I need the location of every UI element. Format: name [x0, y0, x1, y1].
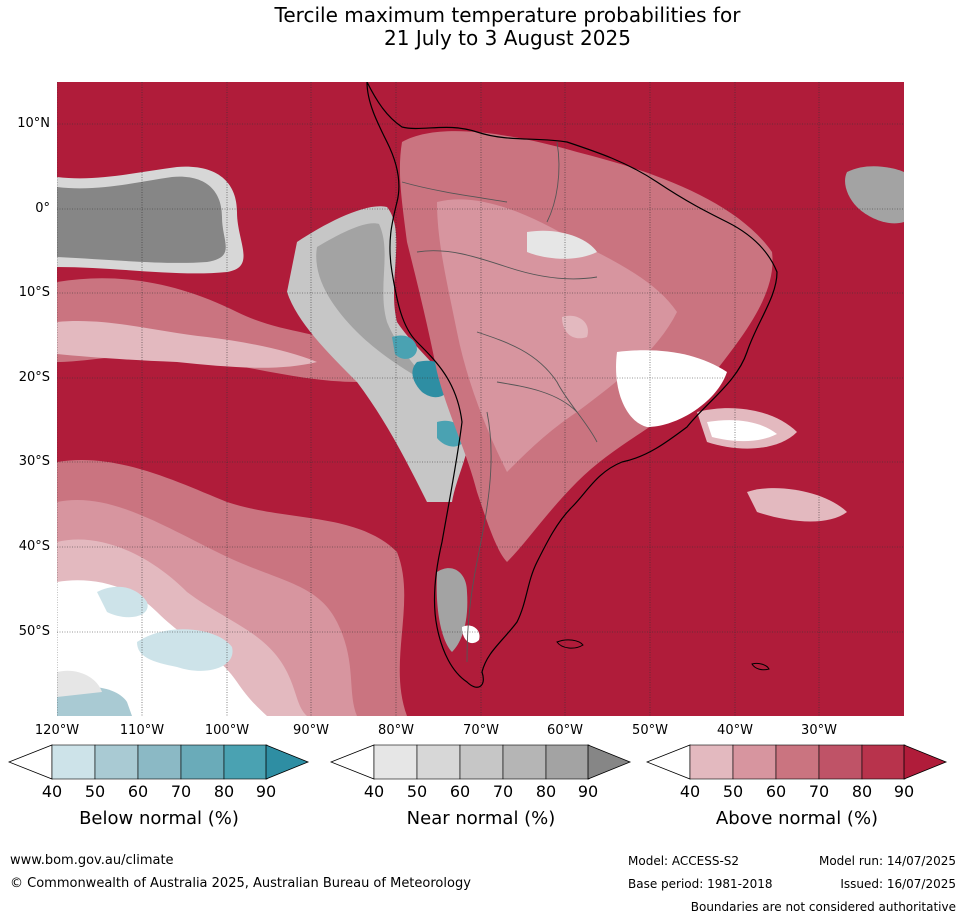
near-tick-50: 50: [406, 782, 428, 801]
lon-label-30w: 30°W: [801, 723, 837, 738]
above-tick-40: 40: [679, 782, 701, 801]
graticule: [57, 82, 904, 716]
above-tick-80: 80: [851, 782, 873, 801]
colorbar-above-segment-40: [689, 744, 734, 780]
lon-label-60w: 60°W: [547, 723, 583, 738]
colorbar-near-low-arrow: [330, 744, 375, 780]
country-borders: [401, 141, 598, 663]
colorbar-above-segment-60: [775, 744, 820, 780]
near-tick-60: 60: [449, 782, 471, 801]
colorbar-near-segment-40: [373, 744, 418, 780]
below-tick-50: 50: [84, 782, 106, 801]
lon-label-50w: 50°W: [632, 723, 668, 738]
colorbar-below-segment-80: [223, 744, 268, 780]
region-below-40-a: [97, 586, 148, 618]
lon-label-100w: 100°W: [204, 723, 250, 738]
region-above-50-center: [562, 315, 588, 339]
region-above-50-pacific: [57, 320, 317, 368]
region-near-90-equator: [57, 176, 226, 263]
lat-label-40s: 40°S: [18, 539, 50, 554]
above-normal-title: Above normal (%): [715, 808, 879, 829]
near-tick-80: 80: [535, 782, 557, 801]
probability-map: [57, 82, 904, 716]
lat-label-0: 0°: [35, 201, 50, 216]
lat-label-10s: 10°S: [18, 285, 50, 300]
boundaries-disclaimer: Boundaries are not considered authoritat…: [690, 900, 956, 914]
colorbar-above-low-arrow: [646, 744, 691, 780]
near-tick-90: 90: [577, 782, 599, 801]
falkland-islands: [556, 639, 584, 649]
below-tick-70: 70: [170, 782, 192, 801]
colorbar-above: [646, 744, 948, 780]
colorbar-above-segment-70: [818, 744, 863, 780]
model-name: Model: ACCESS-S2: [628, 854, 740, 868]
lon-label-90w: 90°W: [293, 723, 329, 738]
colorbar-below: [8, 744, 310, 780]
above-tick-90: 90: [893, 782, 915, 801]
lon-label-70w: 70°W: [463, 723, 499, 738]
colorbar-below-segment-70: [180, 744, 225, 780]
colorbar-above-high-arrow: [903, 744, 948, 780]
colorbar-near-segment-70: [502, 744, 547, 780]
above-tick-60: 60: [765, 782, 787, 801]
title-line-1: Tercile maximum temperature probabilitie…: [274, 3, 741, 27]
region-below-80-a: [392, 335, 417, 359]
issued-date: Issued: 16/07/2025: [840, 877, 956, 891]
region-white-patagonia: [462, 625, 480, 644]
near-tick-70: 70: [492, 782, 514, 801]
colorbar-below-low-arrow: [8, 744, 53, 780]
below-tick-40: 40: [41, 782, 63, 801]
above-tick-70: 70: [808, 782, 830, 801]
region-near-40-south: [57, 670, 102, 697]
colorbar-near-segment-50: [416, 744, 461, 780]
region-above-50-atlantic-b: [747, 488, 847, 522]
below-normal-title: Below normal (%): [79, 808, 239, 829]
colorbar-below-segment-40: [51, 744, 96, 780]
region-near-40-amazon: [527, 230, 597, 259]
region-white-brazil: [616, 350, 727, 427]
base-period: Base period: 1981-2018: [628, 877, 773, 891]
region-below-40-b: [137, 629, 233, 671]
region-white-atlantic: [707, 420, 777, 442]
lon-label-40w: 40°W: [717, 723, 753, 738]
lat-label-50s: 50°S: [18, 624, 50, 639]
region-above-60-continent: [437, 199, 677, 472]
lon-label-110w: 110°W: [119, 723, 165, 738]
lat-label-30s: 30°S: [18, 454, 50, 469]
south-america-coastline: [366, 82, 778, 688]
lon-label-120w: 120°W: [34, 723, 80, 738]
colorbar-near-segment-60: [459, 744, 504, 780]
colorbar-near-segment-80: [545, 744, 590, 780]
lat-label-10n: 10°N: [17, 116, 50, 131]
title-line-2: 21 July to 3 August 2025: [384, 26, 631, 50]
colorbar-below-segment-50: [94, 744, 139, 780]
above-tick-50: 50: [722, 782, 744, 801]
colorbar-near: [330, 744, 632, 780]
model-run-date: Model run: 14/07/2025: [818, 854, 956, 868]
copyright-text: © Commonwealth of Australia 2025, Austra…: [10, 876, 471, 891]
below-tick-90: 90: [255, 782, 277, 801]
colorbar-above-segment-50: [732, 744, 777, 780]
near-tick-40: 40: [363, 782, 385, 801]
colorbar-below-segment-60: [137, 744, 182, 780]
lat-label-20s: 20°S: [18, 370, 50, 385]
lon-label-80w: 80°W: [378, 723, 414, 738]
colorbar-above-segment-80: [861, 744, 906, 780]
below-tick-60: 60: [127, 782, 149, 801]
region-near-80-peru: [316, 223, 427, 382]
colorbar-below-high-arrow: [265, 744, 310, 780]
near-normal-title: Near normal (%): [406, 808, 556, 829]
map-canvas: [57, 82, 904, 716]
map-title: Tercile maximum temperature probabilitie…: [0, 4, 965, 50]
region-near-80-patagonia: [436, 568, 468, 652]
website-link[interactable]: www.bom.gov.au/climate: [10, 853, 174, 868]
colorbar-near-high-arrow: [587, 744, 632, 780]
below-tick-80: 80: [213, 782, 235, 801]
south-georgia: [751, 662, 770, 671]
